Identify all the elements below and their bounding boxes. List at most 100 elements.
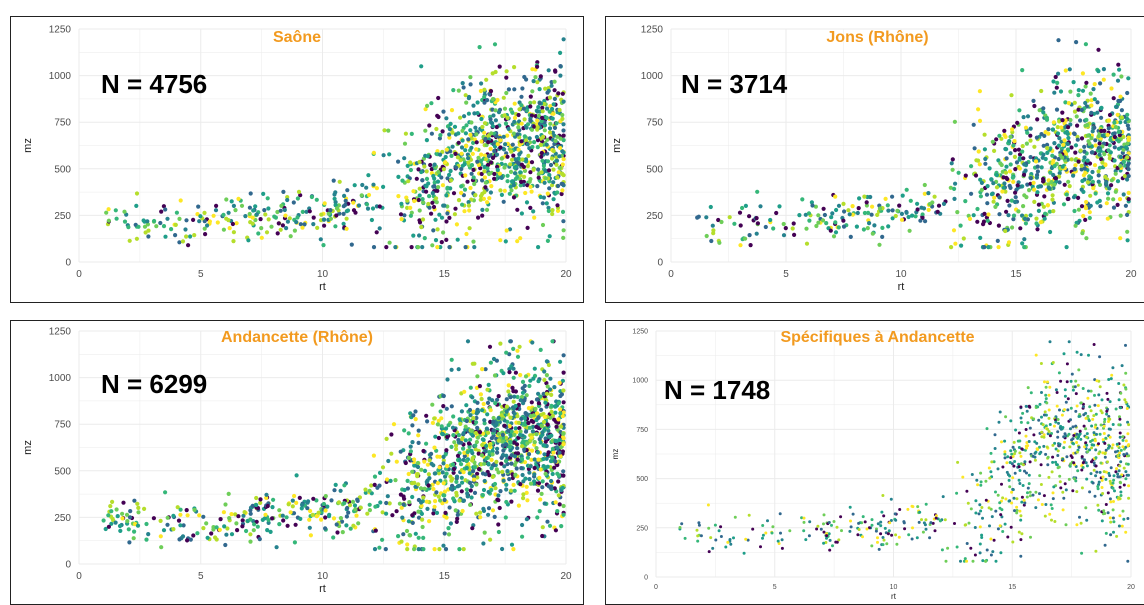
scatter-point (410, 440, 415, 445)
scatter-point (1109, 86, 1114, 91)
scatter-point (1118, 94, 1123, 99)
scatter-point (496, 438, 501, 443)
scatter-point (328, 216, 333, 221)
scatter-point (439, 424, 444, 429)
scatter-point (1047, 416, 1051, 420)
scatter-point (1017, 462, 1021, 466)
scatter-point (270, 505, 275, 510)
scatter-point (495, 97, 500, 103)
scatter-point (273, 215, 278, 220)
scatter-point (529, 127, 535, 132)
scatter-point (900, 193, 905, 198)
scatter-point (1058, 408, 1061, 412)
scatter-point (369, 483, 374, 488)
scatter-point (1051, 361, 1055, 364)
scatter-point (1074, 465, 1078, 468)
scatter-point (1122, 383, 1126, 387)
scatter-point (135, 523, 141, 528)
scatter-point (868, 194, 873, 200)
scatter-point (519, 139, 524, 144)
scatter-point (416, 433, 421, 438)
scatter-point (979, 471, 983, 475)
scatter-point (494, 467, 499, 472)
scatter-point (561, 128, 566, 133)
scatter-point (961, 475, 965, 479)
scatter-point (1109, 466, 1113, 470)
scatter-point (475, 159, 480, 164)
scatter-point (307, 517, 312, 522)
scatter-point (1001, 185, 1006, 191)
scatter-point (1102, 152, 1107, 157)
scatter-point (984, 215, 989, 220)
scatter-point (779, 531, 782, 535)
scatter-point (857, 196, 862, 201)
scatter-point (546, 362, 552, 368)
scatter-point (1010, 490, 1014, 494)
scatter-point (377, 226, 382, 231)
scatter-point (436, 494, 441, 499)
scatter-point (1048, 512, 1052, 516)
scatter-point (813, 204, 818, 209)
scatter-point (555, 462, 560, 468)
scatter-point (459, 475, 464, 480)
scatter-point (507, 444, 512, 449)
scatter-point (719, 219, 724, 225)
scatter-point (521, 496, 526, 501)
scatter-point (1119, 448, 1123, 452)
scatter-point (485, 200, 490, 205)
scatter-point (384, 245, 389, 250)
scatter-point (548, 485, 553, 490)
scatter-point (977, 118, 983, 123)
scatter-point (1117, 133, 1122, 138)
scatter-point (1101, 451, 1105, 455)
x-axis-label: rt (891, 592, 897, 601)
scatter-point (807, 534, 811, 538)
scatter-point (545, 519, 550, 524)
scatter-point (114, 507, 119, 512)
scatter-point (906, 507, 910, 511)
scatter-point (1094, 456, 1098, 460)
scatter-point (783, 226, 788, 231)
scatter-point (552, 79, 557, 84)
scatter-point (145, 219, 150, 224)
scatter-point (1122, 466, 1126, 470)
scatter-point (1117, 398, 1121, 402)
scatter-point (285, 197, 290, 203)
scatter-point (407, 500, 412, 505)
scatter-point (1053, 176, 1059, 181)
scatter-points (695, 38, 1131, 250)
scatter-point (261, 191, 266, 196)
scatter-point (714, 538, 718, 542)
scatter-point (286, 502, 291, 507)
scatter-point (442, 514, 447, 519)
scatter-point (1072, 109, 1078, 114)
scatter-point (387, 240, 392, 245)
x-axis-label: rt (898, 281, 905, 293)
scatter-point (1028, 460, 1032, 464)
scatter-point (118, 528, 123, 533)
scatter-point (1038, 184, 1044, 189)
scatter-point (499, 461, 504, 466)
scatter-point (449, 367, 454, 372)
scatter-point (555, 509, 560, 514)
scatter-point (192, 507, 197, 512)
scatter-point (1081, 461, 1085, 465)
scatter-point (419, 225, 424, 230)
scatter-point (416, 535, 421, 540)
scatter-point (1023, 125, 1029, 130)
scatter-point (1003, 522, 1007, 526)
scatter-point (527, 425, 533, 430)
scatter-point (509, 542, 515, 547)
scatter-point (903, 527, 907, 531)
scatter-point (1062, 138, 1067, 143)
scatter-point (430, 200, 435, 205)
scatter-point (495, 142, 500, 147)
scatter-point (543, 436, 548, 441)
scatter-point (822, 212, 827, 218)
scatter-point (1048, 434, 1052, 438)
scatter-point (558, 393, 563, 399)
scatter-point (834, 207, 839, 213)
scatter-point (1032, 103, 1037, 109)
scatter-point (205, 535, 210, 540)
scatter-point (417, 186, 422, 191)
